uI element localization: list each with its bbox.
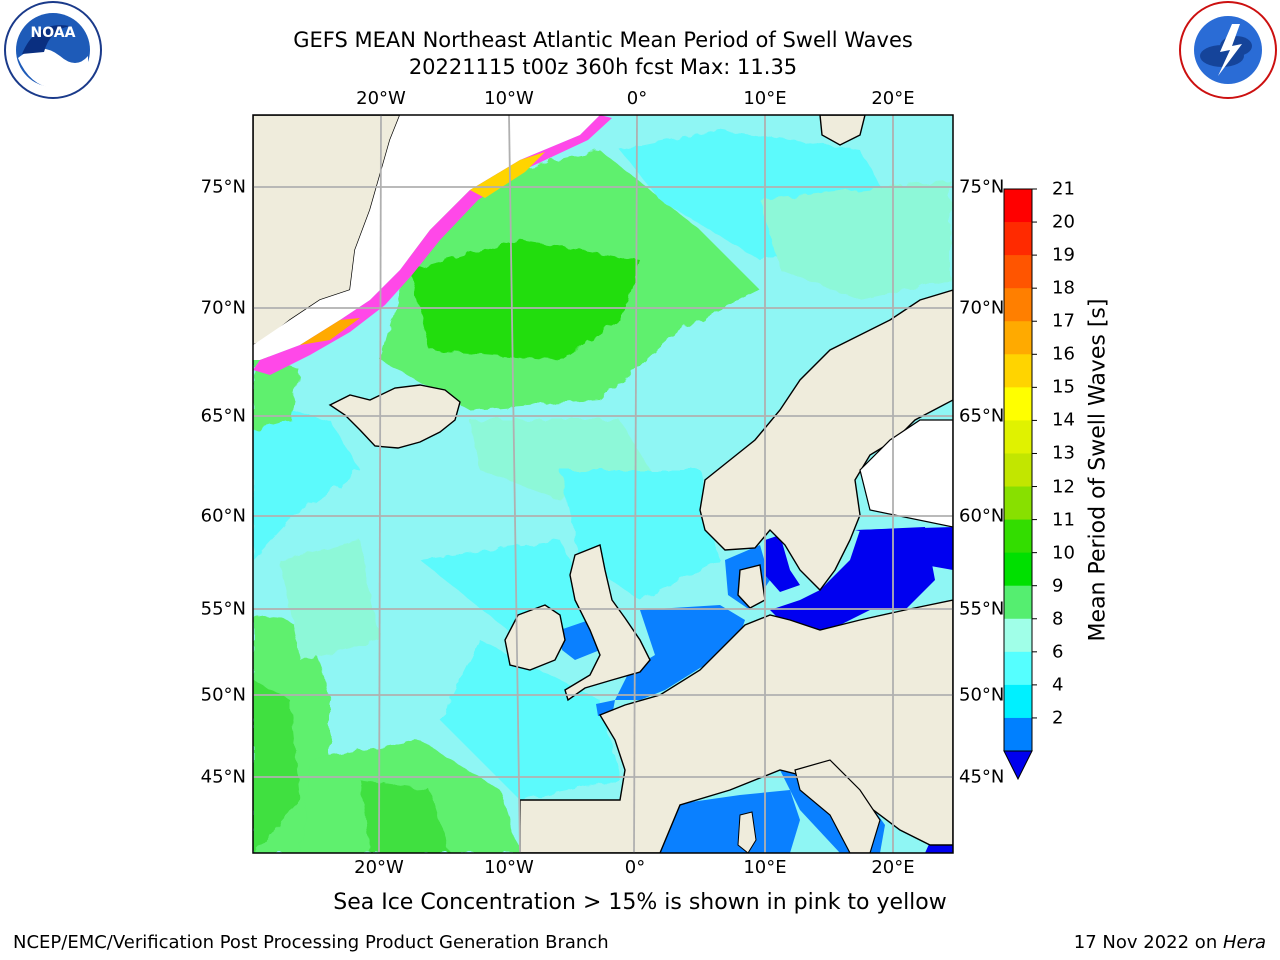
- sea-ice-note: Sea Ice Concentration > 15% is shown in …: [333, 890, 947, 915]
- colorbar-tick-label: 12: [1052, 476, 1075, 498]
- colorbar-swatch: [1004, 519, 1032, 554]
- colorbar-tick-label: 11: [1052, 509, 1075, 531]
- colorbar-swatch: [1004, 684, 1032, 719]
- lat-label-left: 75°N: [200, 176, 246, 198]
- colorbar-tick-label: 8: [1052, 608, 1064, 630]
- colorbar-tick-label: 2: [1052, 707, 1064, 729]
- colorbar-swatch: [1004, 354, 1032, 388]
- lon-label-bottom: 10°W: [484, 857, 534, 878]
- footer-date: 17 Nov 2022 on Hera: [1074, 932, 1266, 953]
- lat-label-right: 45°N: [959, 766, 1005, 788]
- lon-label-top: 20°W: [356, 88, 406, 109]
- colorbar-swatch: [1004, 618, 1032, 653]
- colorbar-tick-label: 16: [1052, 343, 1075, 365]
- colorbar-tick-label: 18: [1052, 277, 1075, 299]
- noaa-logo: NOAA: [4, 1, 102, 99]
- colorbar-tick-label: 4: [1052, 674, 1064, 696]
- footer-date-text: 17 Nov 2022 on: [1073, 932, 1223, 953]
- lat-label-left: 60°N: [200, 505, 246, 527]
- lat-label-right: 75°N: [959, 176, 1005, 198]
- colorbar-tick-label: 21: [1052, 178, 1075, 200]
- colorbar-tick-label: 13: [1052, 442, 1075, 464]
- colorbar-swatch: [1004, 321, 1032, 355]
- lat-label-right: 60°N: [959, 505, 1005, 527]
- map-area: [253, 115, 953, 853]
- lat-label-left: 50°N: [200, 684, 246, 706]
- colorbar-extend-arrow: [1003, 750, 1033, 781]
- colorbar-swatch: [1004, 420, 1032, 454]
- colorbar-tick-label: 20: [1052, 211, 1075, 233]
- lat-label-left: 70°N: [200, 297, 246, 319]
- lat-label-left: 55°N: [200, 598, 246, 620]
- lat-label-right: 50°N: [959, 684, 1005, 706]
- colorbar: [1003, 188, 1037, 781]
- colorbar-swatch: [1004, 486, 1032, 521]
- colorbar-swatch: [1004, 189, 1032, 223]
- lon-label-bottom: 10°E: [743, 857, 787, 878]
- lon-label-bottom: 0°: [624, 857, 646, 878]
- colorbar-swatch: [1004, 222, 1032, 256]
- map-frame: [252, 114, 954, 854]
- lat-label-left: 45°N: [200, 766, 246, 788]
- noaa-logo-text: NOAA: [31, 25, 76, 41]
- colorbar-swatch: [1004, 453, 1032, 488]
- footer-credit: NCEP/EMC/Verification Post Processing Pr…: [13, 932, 609, 953]
- map-subtitle: 20221115 t00z 360h fcst Max: 11.35: [408, 55, 798, 79]
- colorbar-label: Mean Period of Swell Waves [s]: [1085, 298, 1111, 642]
- colorbar-swatch: [1004, 552, 1032, 587]
- lat-label-right: 55°N: [959, 598, 1005, 620]
- colorbar-tick-label: 15: [1052, 376, 1075, 398]
- lat-label-left: 65°N: [200, 405, 246, 427]
- graticule: [253, 115, 953, 853]
- lat-label-right: 70°N: [959, 297, 1005, 319]
- footer-host: Hera: [1222, 932, 1266, 953]
- lon-label-bottom: 20°E: [871, 857, 915, 878]
- colorbar-tick-label: 19: [1052, 244, 1075, 266]
- lon-label-top: 0°: [626, 88, 648, 109]
- nws-logo: [1179, 1, 1277, 99]
- colorbar-swatch: [1004, 255, 1032, 289]
- colorbar-frame: [1003, 188, 1033, 752]
- lon-label-bottom: 20°W: [354, 857, 404, 878]
- lon-label-top: 10°E: [743, 88, 787, 109]
- lat-label-right: 65°N: [959, 405, 1005, 427]
- colorbar-swatch: [1004, 651, 1032, 686]
- colorbar-swatch: [1004, 717, 1032, 752]
- colorbar-tick-label: 9: [1052, 575, 1064, 597]
- colorbar-swatch: [1004, 387, 1032, 421]
- map-title: GEFS MEAN Northeast Atlantic Mean Period…: [293, 28, 913, 52]
- colorbar-swatch: [1004, 585, 1032, 620]
- colorbar-tick-label: 17: [1052, 310, 1075, 332]
- colorbar-tick-label: 14: [1052, 409, 1075, 431]
- lon-label-top: 10°W: [484, 88, 534, 109]
- colorbar-tick-label: 6: [1052, 641, 1064, 663]
- lon-label-top: 20°E: [871, 88, 915, 109]
- colorbar-tick-label: 10: [1052, 542, 1075, 564]
- colorbar-swatch: [1004, 288, 1032, 322]
